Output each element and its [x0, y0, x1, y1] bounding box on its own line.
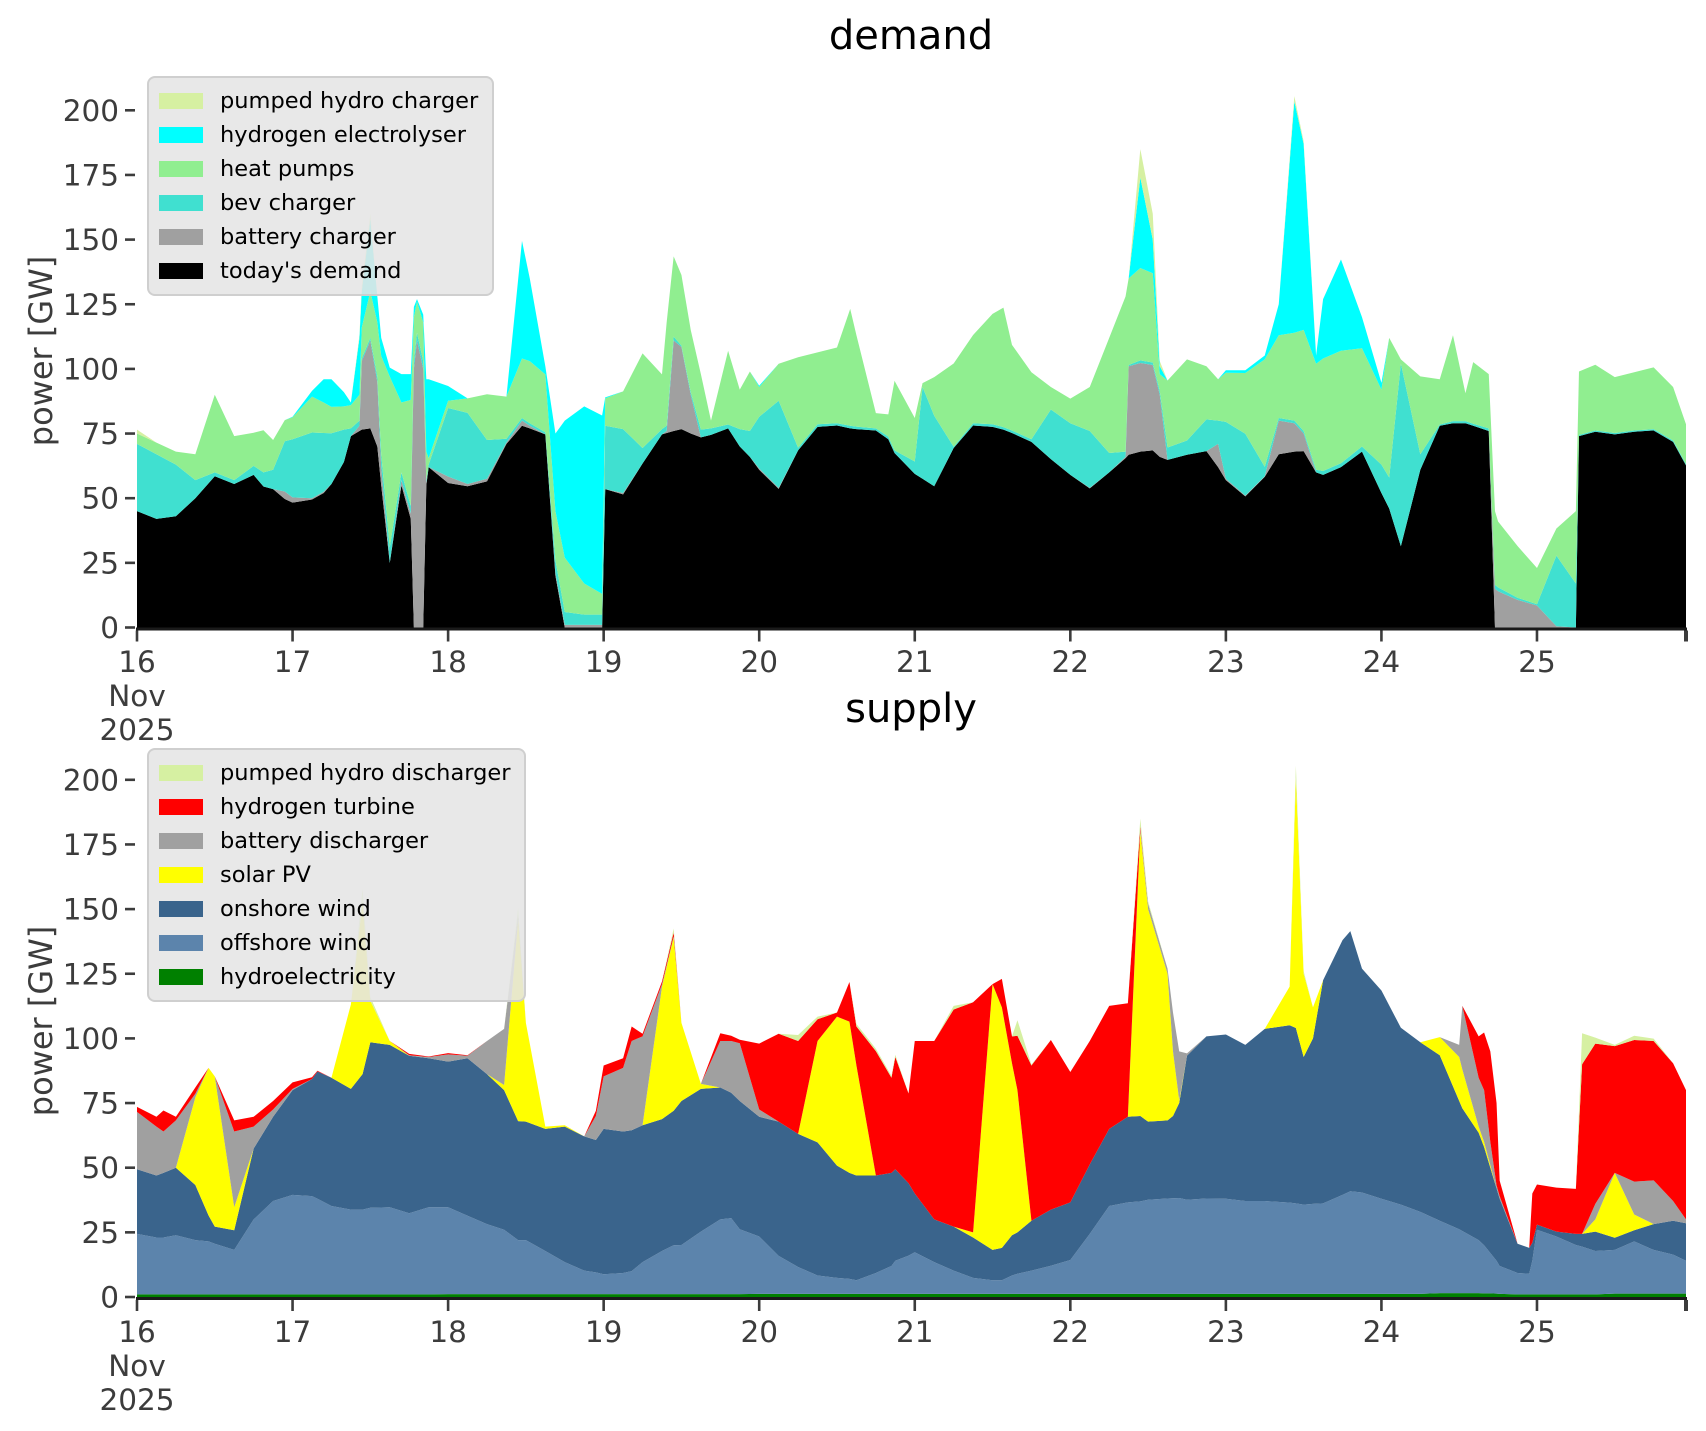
supply-legend-swatch-0 [159, 765, 203, 781]
supply-legend-item: pumped hydro discharger [159, 756, 510, 790]
supply-legend: pumped hydro discharger hydrogen turbine b… [147, 748, 527, 1002]
demand-x-tick-label: 18 [429, 645, 467, 679]
supply-x-tick-label: 18 [429, 1315, 467, 1349]
supply-legend-label: hydroelectricity [220, 963, 396, 990]
demand-area-heat-pumps [137, 256, 1686, 615]
demand-x-axis-year-label: 2025 [99, 713, 174, 747]
demand-y-tick-label: 0 [100, 611, 119, 645]
supply-x-tick-label: 20 [740, 1315, 778, 1349]
supply-y-tick-label: 0 [100, 1281, 119, 1315]
demand-y-tick-label: 100 [63, 352, 119, 386]
demand-legend-label: battery charger [220, 223, 396, 250]
supply-y-tick-label: 25 [81, 1216, 119, 1250]
supply-x-tick-label: 17 [274, 1315, 312, 1349]
supply-chart-title: supply [845, 686, 977, 732]
supply-area-offshore-wind [137, 1191, 1686, 1295]
demand-x-tick-label: 19 [585, 645, 623, 679]
supply-y-tick-label: 200 [63, 763, 119, 797]
demand-area-bev-charger [137, 332, 1686, 628]
demand-legend: pumped hydro charger hydrogen electrolyse… [147, 76, 495, 296]
supply-legend-label: battery discharger [220, 827, 429, 854]
demand-x-tick-label: 22 [1052, 645, 1090, 679]
demand-legend-item: pumped hydro charger [159, 84, 478, 118]
demand-x-tick-label: 25 [1518, 645, 1556, 679]
supply-area-onshore-wind [137, 931, 1686, 1281]
demand-x-tick-label: 20 [740, 645, 778, 679]
demand-legend-swatch-0 [159, 93, 203, 109]
supply-legend-label: offshore wind [220, 929, 372, 956]
supply-y-tick-label: 50 [81, 1151, 119, 1185]
demand-legend-label: pumped hydro charger [220, 87, 479, 114]
demand-legend-label: today's demand [220, 257, 402, 284]
demand-y-axis-label: power [GW] [22, 255, 60, 447]
demand-legend-swatch-3 [159, 195, 203, 211]
demand-x-tick-label: 17 [274, 645, 312, 679]
demand-legend-swatch-4 [159, 229, 203, 245]
demand-y-tick-label: 75 [81, 417, 119, 451]
supply-legend-item: offshore wind [159, 926, 510, 960]
supply-y-tick-label: 150 [63, 893, 119, 927]
supply-legend-item: hydrogen turbine [159, 790, 510, 824]
supply-legend-swatch-2 [159, 833, 203, 849]
supply-y-tick-label: 175 [63, 828, 119, 862]
supply-x-tick-label: 22 [1052, 1315, 1090, 1349]
demand-legend-swatch-2 [159, 161, 203, 177]
demand-legend-label: hydrogen electrolyser [220, 121, 466, 148]
supply-x-axis-month-label: Nov [108, 1349, 166, 1383]
demand-y-tick-label: 50 [81, 482, 119, 516]
supply-legend-item: solar PV [159, 858, 510, 892]
demand-x-tick-label: 24 [1363, 645, 1401, 679]
supply-y-tick-label: 125 [63, 957, 119, 991]
supply-legend-label: solar PV [220, 861, 311, 888]
supply-legend-label: hydrogen turbine [220, 793, 415, 820]
supply-legend-item: onshore wind [159, 892, 510, 926]
supply-area-hydrogen-turbine [137, 777, 1686, 1248]
demand-x-axis-month-label: Nov [108, 679, 166, 713]
supply-x-tick-label: 21 [896, 1315, 934, 1349]
demand-y-tick-label: 25 [81, 546, 119, 580]
supply-legend-label: onshore wind [220, 895, 371, 922]
supply-x-axis-year-label: 2025 [99, 1383, 174, 1417]
demand-chart-title: demand [828, 13, 994, 59]
demand-x-tick-label: 23 [1207, 645, 1245, 679]
demand-x-tick-label: 16 [118, 645, 156, 679]
demand-x-tick-label: 21 [896, 645, 934, 679]
demand-y-tick-label: 175 [63, 158, 119, 192]
supply-area-hydroelectricity [137, 1293, 1686, 1297]
demand-legend-item: today's demand [159, 254, 478, 288]
demand-y-tick-label: 200 [63, 94, 119, 128]
demand-legend-label: bev charger [220, 189, 356, 216]
demand-area-today-s-demand [137, 423, 1686, 628]
supply-y-tick-label: 75 [81, 1087, 119, 1121]
supply-legend-swatch-3 [159, 867, 203, 883]
demand-y-tick-label: 150 [63, 223, 119, 257]
supply-legend-swatch-6 [159, 969, 203, 985]
supply-x-tick-label: 25 [1518, 1315, 1556, 1349]
demand-area-hydrogen-electrolyser [137, 101, 1686, 594]
demand-legend-item: heat pumps [159, 152, 478, 186]
supply-legend-label: pumped hydro discharger [220, 759, 511, 786]
supply-area-solar-PV [137, 777, 1686, 1250]
supply-legend-swatch-1 [159, 799, 203, 815]
supply-y-axis-label: power [GW] [22, 925, 60, 1117]
demand-y-tick-label: 125 [63, 288, 119, 322]
demand-legend-swatch-5 [159, 263, 203, 279]
supply-y-tick-label: 100 [63, 1022, 119, 1056]
supply-x-tick-label: 24 [1363, 1315, 1401, 1349]
demand-legend-item: battery charger [159, 220, 478, 254]
supply-legend-item: battery discharger [159, 824, 510, 858]
supply-legend-swatch-4 [159, 901, 203, 917]
supply-legend-swatch-5 [159, 935, 203, 951]
supply-legend-item: hydroelectricity [159, 960, 510, 994]
demand-legend-label: heat pumps [220, 155, 355, 182]
supply-x-tick-label: 19 [585, 1315, 623, 1349]
demand-legend-swatch-1 [159, 127, 203, 143]
demand-legend-item: hydrogen electrolyser [159, 118, 478, 152]
demand-legend-item: bev charger [159, 186, 478, 220]
supply-x-tick-label: 23 [1207, 1315, 1245, 1349]
supply-x-tick-label: 16 [118, 1315, 156, 1349]
